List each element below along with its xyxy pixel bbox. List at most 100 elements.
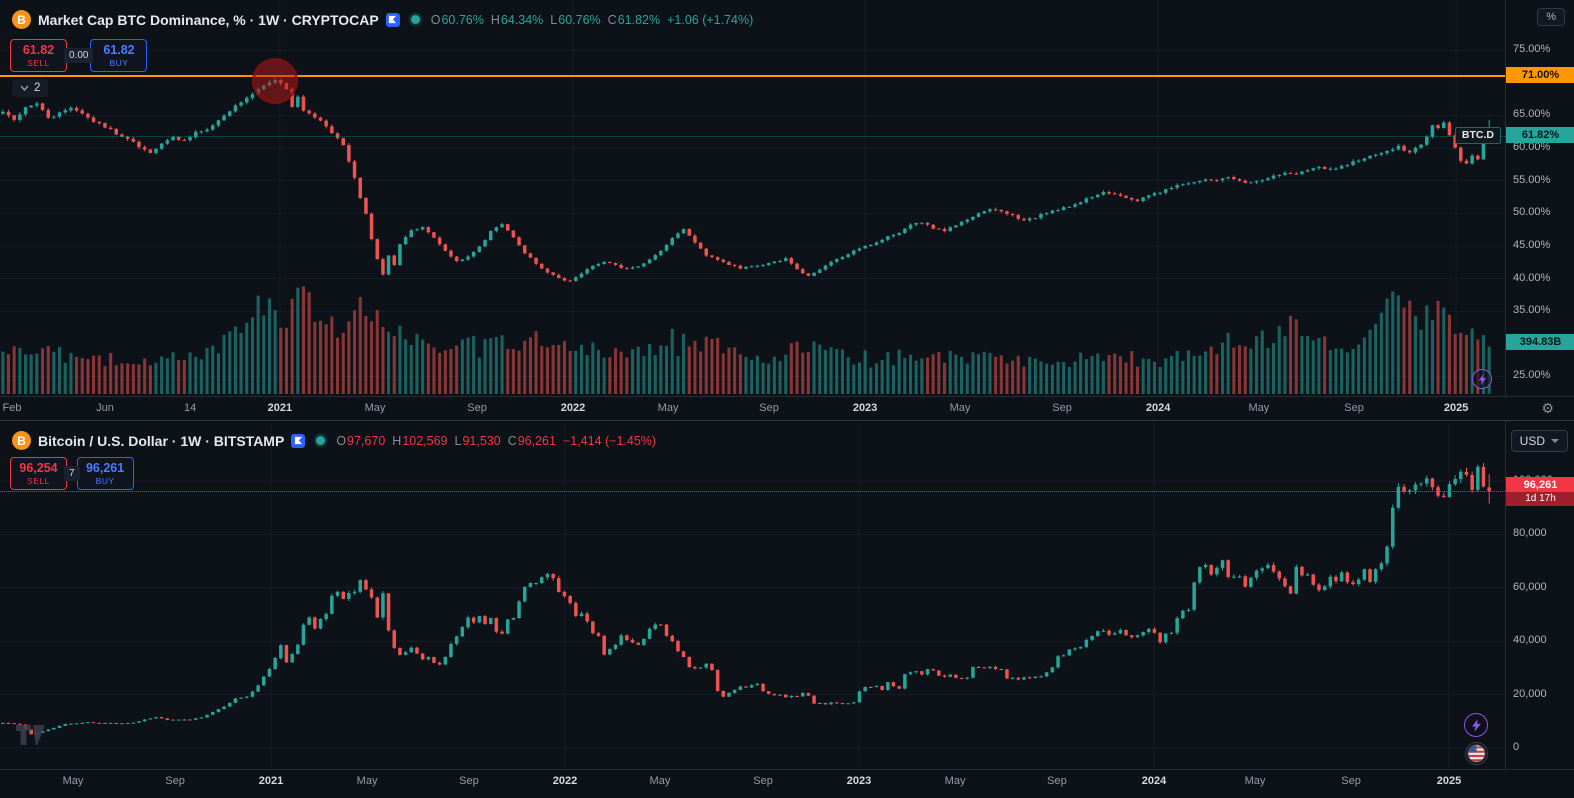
annotation-circle[interactable] [252, 58, 298, 104]
price-tick: 60,000 [1513, 580, 1547, 593]
dominance-last-price-line [0, 136, 1505, 138]
sell-button[interactable]: 96,254 SELL [10, 457, 67, 490]
buy-button[interactable]: 61.82 BUY [90, 39, 148, 72]
ohlc-values: O 60.76% H 64.34% L 60.76% C 61.82% +1.06 (+1.74… [431, 13, 754, 27]
price-tick: 0 [1513, 740, 1520, 753]
time-tick: 2024 [1145, 402, 1171, 414]
time-tick: Sep [753, 775, 773, 787]
time-tick: May [1244, 775, 1266, 787]
price-tick: 45.00% [1513, 238, 1551, 251]
lightning-icon[interactable] [1464, 713, 1488, 737]
price-tick: 35.00% [1513, 304, 1551, 317]
buy-button[interactable]: 96,261 BUY [76, 457, 134, 490]
time-tick: Sep [467, 402, 487, 414]
time-tick: Sep [459, 775, 479, 787]
symbol-title[interactable]: Market Cap BTC Dominance, % · 1W · CRYPT… [38, 11, 379, 28]
bitcoin-chart-canvas[interactable] [0, 421, 1505, 769]
time-tick: Sep [1341, 775, 1361, 787]
time-tick: May [62, 775, 84, 787]
change-value: −1,414 (−1.45%) [562, 433, 657, 448]
price-tick: 40.00% [1513, 271, 1551, 284]
lightning-icon[interactable] [1472, 369, 1492, 389]
symbol-title[interactable]: Bitcoin / U.S. Dollar · 1W · BITSTAMP [38, 432, 285, 449]
bar-countdown: 1d 17h [1506, 492, 1574, 507]
time-tick: Sep [759, 402, 779, 414]
gear-icon[interactable]: ⚙ [1541, 400, 1554, 416]
trade-widget: 61.82 SELL 0.00 61.82 BUY [10, 39, 148, 72]
time-tick: 2023 [846, 775, 872, 787]
bitcoin-last-price-line [0, 491, 1505, 493]
dominance-price-scale[interactable]: % 71.00% 61.82% 394.83B 75.00% 65.00% 60.0… [1505, 0, 1574, 396]
dominance-time-axis[interactable]: ⚙ Feb Jun 14 2021 May Sep 2022 May Sep 2023 May Sep… [0, 396, 1574, 420]
object-tree-badge[interactable]: 2 [12, 79, 49, 97]
time-tick: 2024 [1141, 775, 1167, 787]
dominance-last-price-label: 61.82% [1506, 127, 1574, 144]
ohlc-values: O 97,670 H 102,569 L 91,530 C 96,261 −1,414 (−1.… [336, 434, 656, 448]
time-tick: May [649, 775, 671, 787]
bitcoin-time-axis[interactable]: May Sep 2021 May Sep 2022 May Sep 2023 May Sep 2024… [0, 769, 1574, 793]
buy-price: 96,261 [85, 461, 125, 475]
trade-widget: 96,254 SELL 7 96,261 BUY [10, 457, 134, 490]
price-tick: 40,000 [1513, 634, 1547, 647]
market-status-icon[interactable] [410, 15, 420, 24]
chevron-down-icon [1551, 439, 1559, 443]
time-tick: 2025 [1436, 775, 1462, 787]
time-tick: Jun [96, 402, 114, 414]
symbol-tag-badge: BTC.D [1454, 127, 1501, 145]
time-tick: Sep [1344, 402, 1364, 414]
time-tick: May [1248, 402, 1270, 414]
alert-price-line[interactable] [0, 75, 1505, 78]
volume-value-label: 394.83B [1506, 334, 1574, 350]
time-tick: 2021 [258, 775, 284, 787]
bitcoin-price-scale[interactable]: 96,261 1d 17h 100,00080,00060,00040,0002… [1505, 421, 1574, 769]
ohlc-pair: C 96,261 [507, 433, 556, 448]
price-scale-unit-button[interactable]: % [1537, 8, 1565, 26]
price-tick: 20,000 [1513, 687, 1547, 700]
spread-value: 7 [64, 466, 80, 481]
buy-price: 61.82 [103, 43, 135, 57]
alert-price-label[interactable]: 71.00% [1506, 67, 1574, 84]
ohlc-pair: O 97,670 [336, 433, 386, 448]
currency-label: USD [1519, 434, 1545, 448]
time-tick: 2023 [852, 402, 878, 414]
bitcoin-header: B Bitcoin / U.S. Dollar · 1W · BITSTAMP … [12, 431, 656, 450]
object-count: 2 [34, 82, 41, 94]
price-tick: 65.00% [1513, 108, 1551, 121]
dominance-chart-canvas[interactable] [0, 0, 1505, 396]
time-tick: 2022 [560, 402, 586, 414]
bitcoin-icon: B [12, 10, 31, 29]
ohlc-pair: C 61.82% [607, 12, 661, 27]
tradingview-watermark[interactable] [16, 725, 48, 746]
price-tick: 75.00% [1513, 43, 1551, 56]
price-tick: 60.00% [1513, 141, 1551, 154]
sell-button[interactable]: 61.82 SELL [10, 39, 67, 72]
price-tick: 55.00% [1513, 173, 1551, 186]
last-price-value: 96,261 [1523, 479, 1558, 492]
bitcoin-last-price-label: 96,261 1d 17h [1506, 477, 1574, 507]
ohlc-pair: H 102,569 [392, 433, 448, 448]
exchange-logo-icon [385, 12, 400, 27]
sell-label: SELL [27, 476, 50, 486]
time-tick: Sep [1047, 775, 1067, 787]
chevron-down-icon [20, 85, 29, 91]
economic-events-flag-icon[interactable] [1465, 742, 1488, 765]
ohlc-pair: L 60.76% [550, 12, 601, 27]
market-status-icon[interactable] [316, 436, 326, 445]
sell-price: 96,254 [19, 461, 58, 475]
time-tick: 2025 [1443, 402, 1469, 414]
dominance-panel: B Market Cap BTC Dominance, % · 1W · CRY… [0, 0, 1574, 420]
price-tick: 50.00% [1513, 206, 1551, 219]
time-tick: May [356, 775, 378, 787]
ohlc-pair: H 64.34% [490, 12, 544, 27]
buy-label: BUY [95, 476, 115, 486]
price-tick: 80,000 [1513, 527, 1547, 540]
change-value: +1.06 (+1.74%) [667, 12, 754, 27]
time-tick: 2021 [267, 402, 293, 414]
sell-label: SELL [27, 58, 50, 68]
dominance-header: B Market Cap BTC Dominance, % · 1W · CRY… [12, 10, 753, 29]
price-tick: 25.00% [1513, 369, 1551, 382]
time-tick: May [944, 775, 966, 787]
ohlc-pair: L 91,530 [454, 433, 501, 448]
currency-dropdown[interactable]: USD [1510, 430, 1568, 452]
